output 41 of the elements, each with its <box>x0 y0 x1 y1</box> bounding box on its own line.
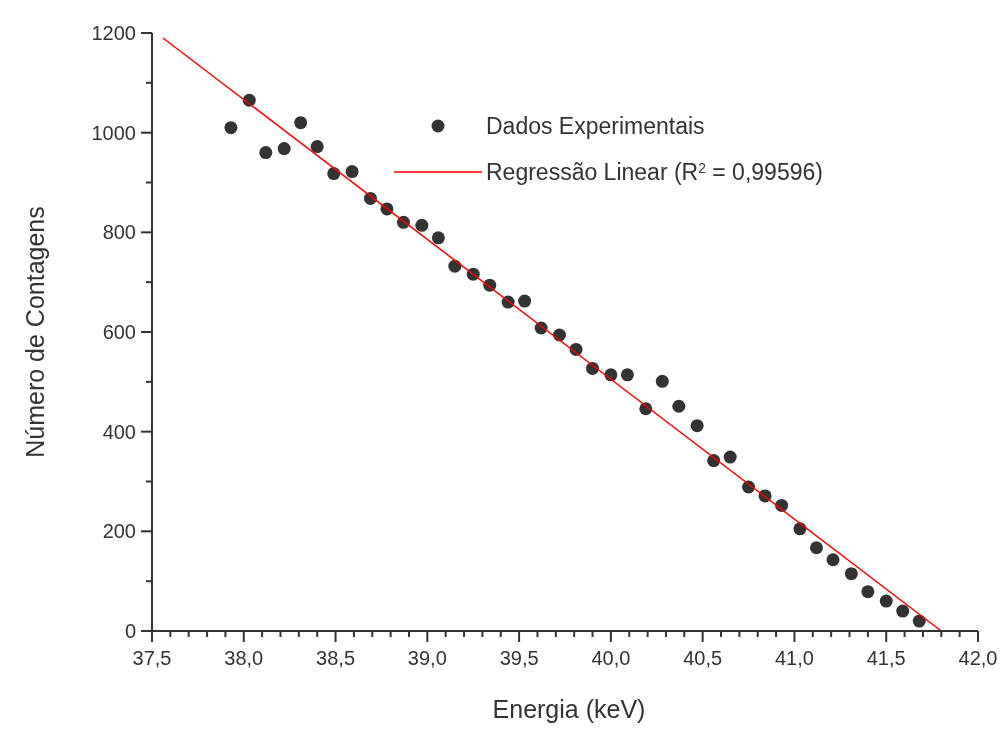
y-axis-title: Número de Contagens <box>21 206 49 458</box>
legend-label: Regressão Linear (R$^{2}$ = 0,99596) <box>486 159 823 185</box>
point <box>896 604 910 618</box>
x-tick-label: 41,0 <box>774 647 814 669</box>
point <box>310 140 324 154</box>
point <box>826 553 840 567</box>
point <box>690 419 704 433</box>
y-tick-label: 1200 <box>91 22 136 44</box>
x-tick-label: 41,5 <box>866 647 906 669</box>
point <box>277 142 291 156</box>
point <box>861 585 875 599</box>
point <box>655 374 669 388</box>
x-tick-label: 39,5 <box>499 647 539 669</box>
point <box>415 218 429 232</box>
point <box>620 368 634 382</box>
x-tick-label: 37,5 <box>132 647 172 669</box>
x-tick-label: 40,0 <box>591 647 631 669</box>
y-tick-label: 1000 <box>91 121 136 144</box>
x-axis-title: Energia (keV) <box>492 695 646 723</box>
x-tick-label: 38,5 <box>316 647 356 669</box>
point <box>224 121 238 135</box>
y-tick-label: 400 <box>102 420 136 443</box>
point <box>672 399 686 413</box>
y-tick-label: 800 <box>102 221 136 244</box>
x-tick-label: 40,5 <box>683 647 723 669</box>
y-tick-label: 600 <box>102 321 136 343</box>
point <box>844 567 858 581</box>
point <box>431 231 445 245</box>
point <box>259 146 273 160</box>
y-tick-label: 200 <box>102 520 136 543</box>
point <box>809 541 823 555</box>
point <box>345 165 359 179</box>
x-tick-label: 42,0 <box>958 647 998 669</box>
point <box>879 594 893 608</box>
legend-label: Dados Experimentais <box>486 113 705 139</box>
point <box>723 450 737 464</box>
x-tick-label: 39,0 <box>407 647 447 669</box>
point <box>518 294 532 308</box>
y-tick-label: 0 <box>124 620 136 642</box>
x-tick-label: 38,0 <box>224 647 264 669</box>
point <box>294 116 308 130</box>
